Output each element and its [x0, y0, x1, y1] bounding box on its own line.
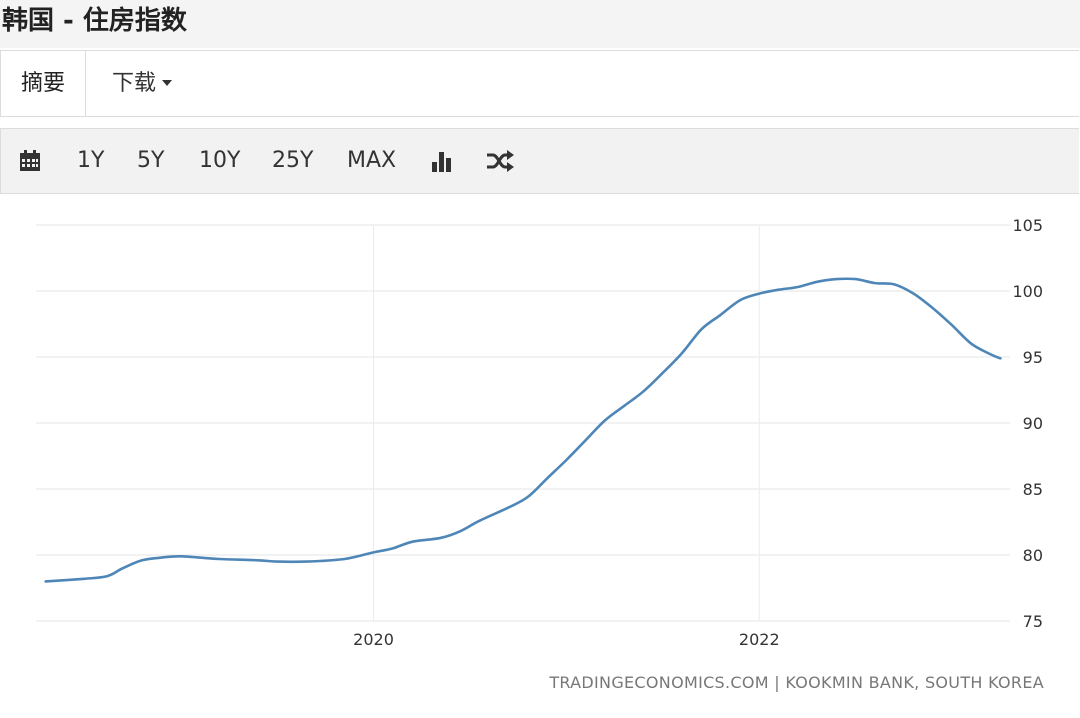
source-credit: TRADINGECONOMICS.COM | KOOKMIN BANK, SOU… — [549, 673, 1044, 692]
tab-bar: 摘要 下载 — [0, 50, 1079, 117]
data-point — [797, 286, 799, 288]
data-point — [662, 372, 664, 374]
x-tick-label: 2020 — [353, 630, 394, 649]
data-point — [565, 459, 567, 461]
data-point — [739, 299, 741, 301]
data-point — [257, 559, 259, 561]
calendar-button[interactable] — [19, 129, 43, 193]
data-point — [141, 559, 143, 561]
y-tick-label: 85 — [1023, 480, 1043, 499]
data-point — [343, 558, 345, 560]
chart-type-button[interactable] — [431, 129, 455, 193]
data-point — [392, 547, 394, 549]
data-point — [83, 578, 85, 580]
data-point — [970, 343, 972, 345]
y-tick-label: 95 — [1023, 348, 1043, 367]
data-point — [835, 278, 837, 280]
data-point — [305, 560, 307, 562]
tab-download[interactable]: 下载 — [97, 51, 187, 116]
tab-summary[interactable]: 摘要 — [1, 51, 86, 116]
line-chart: 75 80 85 90 95 100 105 2020 2022 — [36, 216, 1043, 649]
calendar-icon — [20, 150, 40, 171]
data-point — [218, 558, 220, 560]
data-point — [912, 292, 914, 294]
data-point — [999, 357, 1001, 359]
data-point — [106, 575, 108, 577]
data-point — [372, 551, 374, 553]
chart-area: 75 80 85 90 95 100 105 2020 2022 — [0, 196, 1080, 714]
data-point — [720, 314, 722, 316]
data-point — [44, 580, 46, 582]
data-point — [411, 541, 413, 543]
y-tick-label: 105 — [1012, 216, 1043, 235]
data-point — [507, 506, 509, 508]
tab-summary-label: 摘要 — [20, 71, 65, 96]
range-25y-button[interactable]: 25Y — [272, 148, 314, 173]
data-point — [180, 555, 182, 557]
series-line — [44, 277, 1002, 583]
caret-down-icon — [162, 79, 172, 86]
data-point — [527, 496, 529, 498]
data-point — [777, 289, 779, 291]
range-1y-button[interactable]: 1Y — [77, 148, 105, 173]
data-point — [546, 477, 548, 479]
page-title: 韩国 - 住房指数 — [2, 6, 187, 36]
shuffle-icon — [487, 150, 514, 172]
range-max-button[interactable]: MAX — [347, 148, 397, 173]
title-bar: 韩国 - 住房指数 — [0, 0, 1080, 48]
data-point — [585, 439, 587, 441]
data-point — [681, 352, 683, 354]
y-tick-label: 80 — [1023, 546, 1043, 565]
data-point — [276, 560, 278, 562]
x-tick-label: 2022 — [739, 630, 780, 649]
range-10y-button[interactable]: 10Y — [199, 148, 241, 173]
data-point — [160, 556, 162, 558]
data-point — [855, 278, 857, 280]
data-point — [874, 282, 876, 284]
data-point — [893, 283, 895, 285]
data-point — [816, 281, 818, 283]
y-tick-label: 100 — [1012, 282, 1043, 301]
y-tick-label: 90 — [1023, 414, 1043, 433]
data-point — [122, 567, 124, 569]
bar-chart-icon — [432, 152, 451, 172]
tab-download-label: 下载 — [111, 71, 156, 96]
data-point — [932, 307, 934, 309]
data-point — [623, 405, 625, 407]
y-tick-label: 75 — [1023, 612, 1043, 631]
data-point — [440, 537, 442, 539]
data-point — [758, 292, 760, 294]
range-5y-button[interactable]: 5Y — [137, 148, 165, 173]
data-point — [951, 324, 953, 326]
data-point — [642, 390, 644, 392]
chart-toolbar: 1Y 5Y 10Y 25Y MAX — [0, 128, 1079, 194]
data-point — [459, 530, 461, 532]
data-point — [700, 328, 702, 330]
data-point — [478, 520, 480, 522]
compare-button[interactable] — [486, 129, 514, 193]
data-point — [604, 419, 606, 421]
data-point — [990, 353, 992, 355]
